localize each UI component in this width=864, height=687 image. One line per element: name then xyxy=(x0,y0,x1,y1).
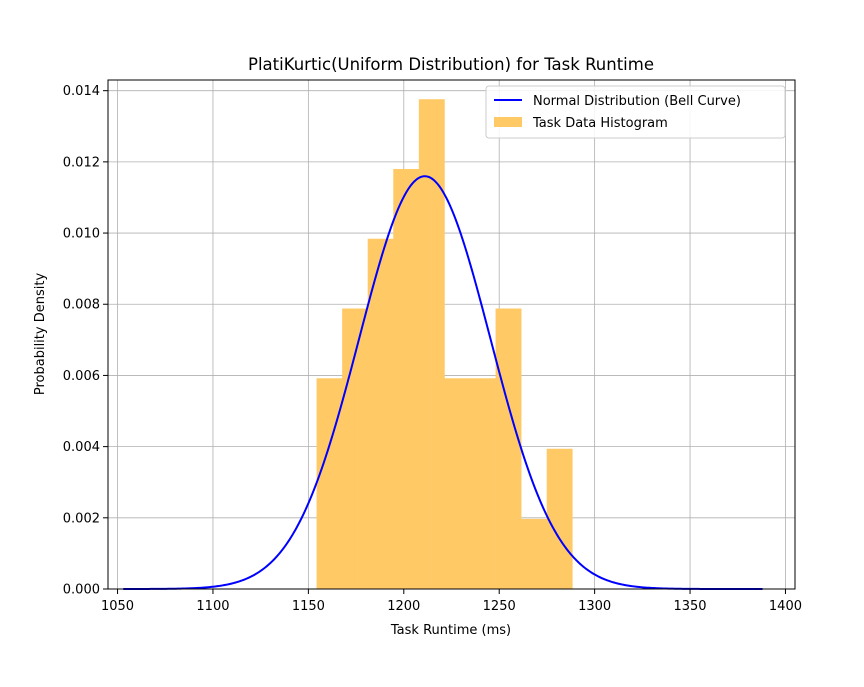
histogram-bars xyxy=(316,99,573,590)
x-tick-label: 1050 xyxy=(101,599,134,614)
x-tick-label: 1150 xyxy=(292,599,325,614)
histogram-bar xyxy=(418,99,432,589)
y-tick-label: 0.006 xyxy=(63,369,100,384)
chart-title: PlatiKurtic(Uniform Distribution) for Ta… xyxy=(248,55,654,74)
histogram-bar xyxy=(533,518,548,589)
y-tick-label: 0.014 xyxy=(63,84,100,99)
histogram-bar xyxy=(559,448,573,589)
y-tick-label: 0.008 xyxy=(63,298,100,313)
legend: Normal Distribution (Bell Curve) Task Da… xyxy=(485,85,786,139)
histogram-bar xyxy=(521,518,535,589)
legend-histogram-label: Task Data Histogram xyxy=(532,116,668,131)
histogram-bar xyxy=(342,308,356,589)
legend-box xyxy=(485,85,786,139)
histogram-bar xyxy=(457,378,471,589)
histogram-bar xyxy=(444,378,458,589)
x-tick-label: 1400 xyxy=(769,599,802,614)
histogram-bar xyxy=(546,448,560,589)
legend-curve-label: Normal Distribution (Bell Curve) xyxy=(533,94,741,109)
x-tick-label: 1350 xyxy=(673,599,706,614)
y-tick-label: 0.004 xyxy=(63,440,100,455)
histogram-bar xyxy=(406,168,420,589)
y-axis-ticks: 0.000 0.002 0.004 0.006 0.008 0.010 0.012 0.014 xyxy=(63,84,108,598)
y-tick-label: 0.002 xyxy=(63,511,100,526)
bell-curve-line xyxy=(123,175,763,590)
y-axis-label: Probability Density xyxy=(33,273,48,396)
histogram-bar xyxy=(380,238,394,590)
histogram-bar xyxy=(316,378,330,589)
histogram-bar xyxy=(470,378,484,589)
legend-histogram-swatch xyxy=(494,117,522,127)
histogram-bar xyxy=(367,238,381,590)
x-tick-label: 1100 xyxy=(196,599,229,614)
y-tick-label: 0.000 xyxy=(63,583,100,598)
histogram-bar xyxy=(495,308,509,589)
histogram-bar xyxy=(482,378,496,589)
histogram-bar xyxy=(431,99,445,589)
histogram-bar xyxy=(354,308,369,589)
bell-curve xyxy=(123,175,763,590)
x-axis-ticks: 1050 1100 1150 1200 1250 1300 1350 1400 xyxy=(101,589,802,614)
x-tick-label: 1200 xyxy=(387,599,420,614)
histogram-bar xyxy=(329,378,343,589)
x-tick-label: 1250 xyxy=(483,599,516,614)
histogram-bar xyxy=(508,308,522,589)
y-tick-label: 0.012 xyxy=(63,155,100,170)
histogram-bar xyxy=(393,168,407,589)
y-tick-label: 0.010 xyxy=(63,227,100,242)
x-tick-label: 1300 xyxy=(578,599,611,614)
plot-frame xyxy=(107,79,796,590)
x-axis-label: Task Runtime (ms) xyxy=(390,623,511,638)
